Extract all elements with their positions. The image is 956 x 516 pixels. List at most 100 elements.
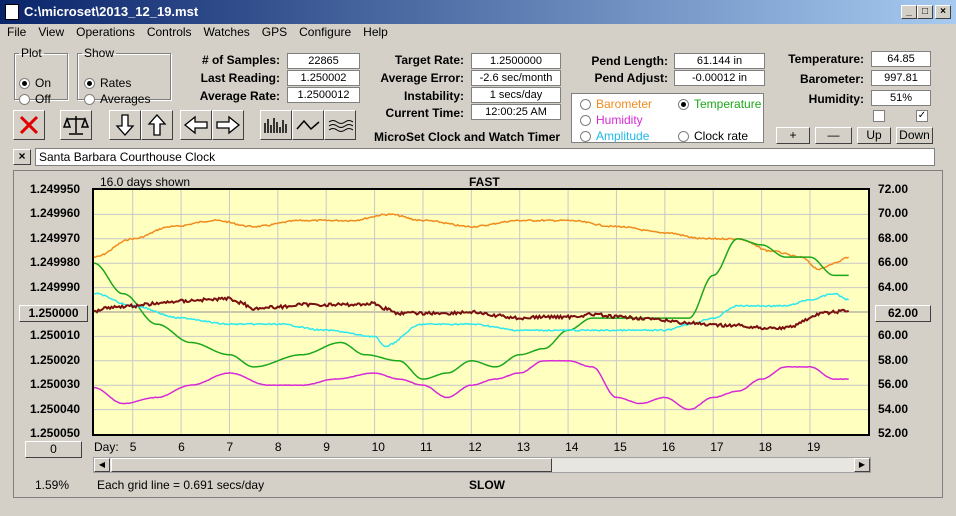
arrow-up-icon [147, 114, 167, 136]
series-humidity [93, 359, 849, 411]
current-time-value: 12:00:25 AM [471, 104, 561, 120]
scroll-left-icon[interactable]: ◀ [94, 458, 110, 472]
left-tick-label: 1.249950 [30, 182, 81, 196]
zoom-out-button[interactable]: — [815, 127, 852, 144]
arrow-down-icon [115, 114, 135, 136]
menu-controls[interactable]: Controls [146, 25, 192, 39]
average-error-value: -2.6 sec/month [471, 70, 561, 86]
line-graph-button[interactable] [292, 110, 324, 140]
series-clock-rate [93, 296, 850, 331]
day-tick-label: 9 [323, 440, 330, 454]
show-rates-radio[interactable]: Rates [84, 76, 131, 90]
day-tick-label: 19 [806, 440, 821, 454]
plot-group: Plot On Off [14, 46, 68, 106]
menu-help[interactable]: Help [363, 25, 388, 39]
days-shown-label: 16.0 days shown [100, 175, 191, 189]
barometer-label: Barometer: [799, 72, 864, 86]
right-tick-label: 70.00 [878, 206, 909, 221]
day-tick-label: 17 [710, 440, 724, 454]
right-tick-label: 66.00 [878, 255, 909, 270]
right-tick-label: 60.00 [878, 328, 909, 343]
day-tick-label: 18 [758, 440, 772, 454]
horizontal-scrollbar[interactable]: ◀ ▶ [93, 457, 871, 473]
pend-adjust-value: -0.00012 in [674, 70, 765, 86]
right-tick-label: 54.00 [878, 401, 909, 416]
scroll-up-button[interactable]: Up [857, 127, 891, 144]
left-tick-label: 1.249980 [30, 255, 81, 270]
left-tick-label: 1.250030 [30, 377, 81, 392]
legend-amplitude[interactable]: Amplitude [580, 129, 649, 143]
right-tick-label: 58.00 [878, 352, 909, 367]
scroll-right-icon[interactable]: ▶ [854, 458, 870, 472]
menu-bar: File View Operations Controls Watches GPS Conf… [0, 24, 956, 42]
series-amplitude [93, 292, 850, 348]
left-center-button[interactable]: 1.250000 [19, 305, 88, 322]
legend-humidity[interactable]: Humidity [580, 113, 643, 127]
last-reading-value: 1.250002 [287, 70, 360, 86]
average-error-label: Average Error: [380, 71, 464, 85]
checkbox-left[interactable] [873, 110, 885, 122]
zoom-in-button[interactable]: + [776, 127, 810, 144]
plot-off-radio[interactable]: Off [19, 92, 51, 106]
chart-svg [93, 190, 868, 434]
checkbox-right[interactable]: ✓ [916, 110, 928, 122]
balance-scale-icon [63, 116, 89, 135]
menu-watches[interactable]: Watches [203, 25, 250, 39]
minimize-button[interactable]: _ [901, 5, 917, 19]
plot-group-label: Plot [21, 46, 42, 60]
day-tick-label: 13 [516, 440, 531, 454]
clear-button[interactable] [13, 110, 45, 140]
day-tick-label: 11 [419, 440, 433, 454]
clear-name-button[interactable]: × [13, 149, 31, 165]
show-averages-radio[interactable]: Averages [84, 92, 150, 106]
target-rate-label: Target Rate: [394, 53, 464, 67]
legend-clock-rate[interactable]: Clock rate [678, 129, 748, 143]
plot-on-radio[interactable]: On [19, 76, 51, 90]
maximize-button[interactable]: □ [917, 5, 933, 19]
day-tick-label: 10 [371, 440, 385, 454]
target-rate-value: 1.2500000 [471, 53, 561, 69]
clock-name-field[interactable]: Santa Barbara Courthouse Clock [35, 148, 935, 166]
left-tick-label: 1.250050 [30, 426, 81, 440]
balance-button[interactable] [60, 110, 92, 140]
menu-file[interactable]: File [7, 25, 27, 39]
day-tick-label: 6 [178, 440, 185, 454]
day-tick-label: 16 [661, 440, 676, 454]
barometer-value: 997.81 [871, 70, 931, 86]
down-arrow-button[interactable] [109, 110, 141, 140]
current-time-label: Current Time: [385, 106, 464, 120]
menu-view[interactable]: View [38, 25, 65, 39]
histogram-icon [264, 118, 287, 133]
instability-label: Instability: [403, 89, 464, 103]
day-tick-label: 8 [274, 440, 282, 454]
wave-graph-icon [328, 120, 353, 132]
day-offset-button[interactable]: 0 [25, 441, 82, 458]
scroll-down-button[interactable]: Down [896, 127, 933, 144]
samples-value: 22865 [287, 53, 360, 69]
left-tick-label: 1.249990 [30, 279, 81, 294]
right-tick-label: 64.00 [878, 279, 909, 294]
menu-operations[interactable]: Operations [76, 25, 135, 39]
close-button[interactable]: × [935, 5, 951, 19]
legend-barometer[interactable]: Barometer [580, 97, 652, 111]
left-arrow-button[interactable] [180, 110, 212, 140]
pend-length-value: 61.144 in [674, 53, 765, 69]
temperature-value: 64.85 [871, 51, 931, 67]
right-tick-label: 56.00 [878, 377, 909, 392]
pend-adjust-label: Pend Adjust: [594, 71, 668, 85]
humidity-label: Humidity: [808, 92, 864, 106]
up-arrow-button[interactable] [141, 110, 173, 140]
wave-graph-button[interactable] [324, 110, 356, 140]
scrollbar-thumb[interactable] [111, 458, 552, 472]
legend-temperature[interactable]: Temperature [678, 97, 761, 111]
left-tick-label: 1.249970 [30, 230, 81, 245]
menu-gps[interactable]: GPS [261, 25, 288, 39]
samples-label: # of Samples: [201, 53, 280, 67]
menu-configure[interactable]: Configure [299, 25, 352, 39]
right-center-button[interactable]: 62.00 [875, 305, 931, 322]
humidity-value: 51% [871, 90, 931, 106]
histogram-button[interactable] [260, 110, 292, 140]
left-tick-label: 1.250040 [30, 401, 81, 416]
average-rate-label: Average Rate: [199, 89, 280, 103]
right-arrow-button[interactable] [212, 110, 244, 140]
